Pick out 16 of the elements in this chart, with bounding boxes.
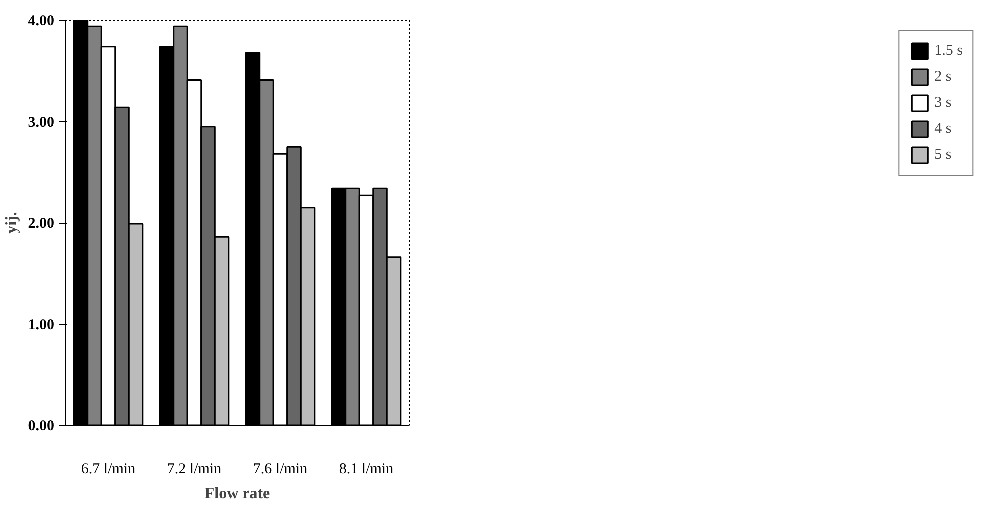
x-tick-label: 6.7 l/min: [81, 462, 136, 478]
x-tick-label: 7.2 l/min: [167, 462, 222, 478]
y-tick-label: 3.00: [28, 114, 54, 131]
legend-label: 1.5 s: [934, 42, 963, 60]
legend-label: 5 s: [934, 146, 953, 164]
legend-label: 3 s: [934, 94, 953, 112]
y-tick-label: 2.00: [28, 216, 54, 232]
x-tick-label: 7.6 l/min: [253, 462, 308, 478]
y-tick-label: 0.00: [28, 418, 54, 434]
x-axis-title: Flow rate: [204, 486, 270, 502]
y-tick-label: 4.00: [28, 14, 54, 30]
y-tick-label: 1.00: [28, 317, 54, 334]
legend-label: 4 s: [934, 120, 953, 138]
legend-label: 2 s: [934, 68, 953, 86]
y-axis-title: yij.: [3, 212, 20, 234]
x-tick-label: 8.1 l/min: [339, 462, 394, 478]
